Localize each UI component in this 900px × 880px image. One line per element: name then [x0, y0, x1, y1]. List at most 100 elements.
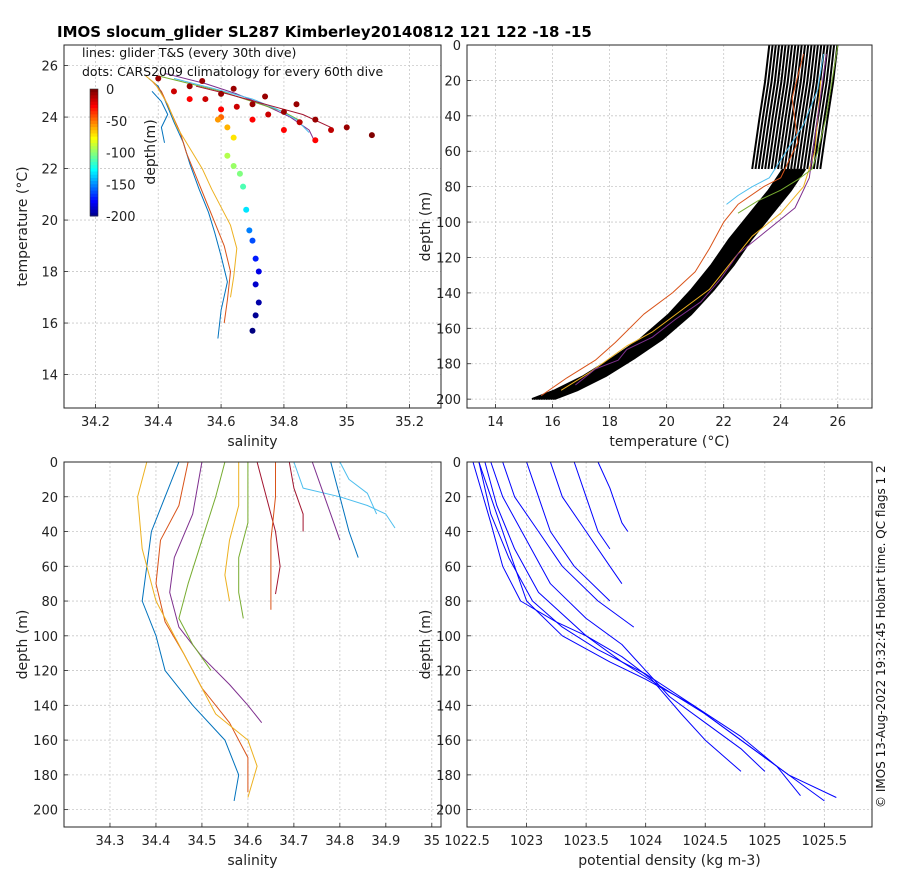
colorbar-segment: [90, 136, 98, 141]
surface-profile-line: [812, 44, 832, 170]
ts-climatology-dot: [249, 327, 256, 334]
salinity-profile-line: [288, 461, 304, 532]
ts-climatology-dot: [252, 255, 259, 262]
ts-glider-line: [145, 75, 238, 298]
1-xtick-label: 14: [487, 415, 504, 430]
surface-profile-line: [767, 44, 787, 170]
3-ytick-label: 20: [444, 491, 461, 506]
ts-climatology-dot: [218, 90, 225, 97]
ts-climatology-dot: [280, 126, 287, 133]
2-ytick-label: 40: [41, 526, 58, 541]
temperature-profile-line: [737, 44, 839, 214]
colorbar-segment: [90, 158, 98, 163]
1-ytick-label: 40: [444, 110, 461, 125]
salinity-profile-line: [270, 462, 276, 610]
colorbar-segment: [90, 184, 98, 188]
temperature-profile-line: [560, 80, 822, 391]
colorbar-segment: [90, 174, 98, 179]
3-ytick-label: 0: [453, 456, 461, 471]
ts-climatology-dot: [243, 206, 250, 213]
colorbar-segment: [90, 123, 98, 128]
3-xlabel: potential density (kg m-3): [578, 853, 760, 869]
colorbar-segment: [90, 101, 98, 106]
surface-profile-line: [773, 44, 793, 170]
ts-climatology-dot: [262, 93, 269, 100]
3-xtick-label: 1022.5: [444, 834, 490, 849]
2-xtick-label: 34.8: [325, 834, 354, 849]
2-ytick-label: 120: [33, 665, 58, 680]
ts-climatology-dot: [296, 119, 303, 126]
colorbar-segment: [90, 200, 98, 204]
ts-climatology-dot: [255, 299, 262, 306]
1-ytick-label: 100: [436, 216, 461, 231]
salinity-profile-line: [311, 461, 341, 541]
2-ytick-label: 100: [33, 630, 58, 645]
0-axes-frame: [63, 44, 442, 409]
surface-profile-line: [790, 44, 810, 170]
salinity-profile-line: [339, 461, 378, 515]
2-ylabel: depth (m): [15, 610, 31, 680]
3-xtick-label: 1023.5: [563, 834, 609, 849]
temperature-depth-panel: 14 16 18 20 22 24 26 0 20 40 60 80 100 120 140 160 180 20…: [418, 39, 873, 450]
ts-climatology-dot: [252, 281, 259, 288]
surface-profile-line: [783, 44, 803, 170]
0-xtick-label: 35: [338, 415, 355, 430]
ts-climatology-dot: [343, 124, 350, 131]
figure-title: IMOS slocum_glider SL287 Kimberley201408…: [57, 23, 592, 41]
1-xtick-label: 24: [772, 415, 789, 430]
colorbar-segment: [90, 117, 98, 122]
ts-climatology-dot: [293, 101, 300, 108]
2-axes-frame: [63, 461, 442, 828]
ts-climatology-dot: [249, 101, 256, 108]
salinity-profile-line: [141, 461, 240, 801]
ts-annotation: lines: glider T&S (every 30th dive): [82, 45, 296, 60]
colorbar-segment: [90, 98, 98, 103]
ts-climatology-dot: [170, 88, 177, 95]
colorbar-tick-label: -100: [106, 147, 136, 162]
colorbar-tick-label: -200: [106, 210, 136, 225]
1-xlabel: temperature (°C): [609, 434, 729, 450]
colorbar-segment: [90, 108, 98, 112]
3-ytick-label: 120: [436, 665, 461, 680]
2-xtick-label: 34.5: [187, 834, 216, 849]
2-ytick-label: 140: [33, 699, 58, 714]
3-plot-area: [467, 462, 872, 827]
density-profile-line: [478, 461, 801, 797]
1-ytick-label: 200: [436, 393, 461, 408]
0-ylabel: temperature (°C): [15, 166, 31, 286]
colorbar-segment: [90, 120, 98, 125]
surface-profile-line: [764, 44, 784, 170]
density-profile-line: [597, 461, 629, 532]
surface-profile-line: [780, 44, 800, 170]
1-axes-frame: [466, 44, 873, 409]
colorbar-segment: [90, 146, 98, 150]
colorbar-segment: [90, 212, 98, 217]
colorbar-segment: [90, 130, 98, 134]
colorbar-segment: [90, 114, 98, 119]
surface-profile-line: [770, 44, 790, 170]
colorbar-segment: [90, 206, 98, 211]
colorbar-segment: [90, 155, 98, 160]
1-ytick-label: 60: [444, 145, 461, 160]
3-ytick-label: 160: [436, 734, 461, 749]
0-ytick-label: 14: [41, 369, 58, 384]
ts-climatology-dot: [224, 152, 231, 159]
colorbar-segment: [90, 171, 98, 176]
colorbar-tick-label: 0: [106, 83, 114, 98]
density-profile-line: [573, 461, 611, 550]
colorbar-segment: [90, 209, 98, 214]
colorbar-segment: [90, 162, 98, 166]
ts-climatology-dot: [230, 85, 237, 92]
ts-climatology-dot: [240, 183, 247, 190]
colorbar-segment: [90, 165, 98, 169]
salinity-profile-line: [293, 461, 396, 529]
1-ytick-label: 80: [444, 181, 461, 196]
ts-climatology-dot: [199, 78, 206, 85]
salinity-profile-line: [330, 461, 359, 558]
colorbar-frame: [89, 88, 99, 217]
3-ylabel: depth (m): [418, 610, 434, 680]
0-ytick-label: 16: [41, 317, 58, 332]
surface-profile-line: [803, 44, 823, 170]
surface-profile-line: [796, 44, 816, 170]
ts-climatology-dot: [155, 75, 162, 82]
